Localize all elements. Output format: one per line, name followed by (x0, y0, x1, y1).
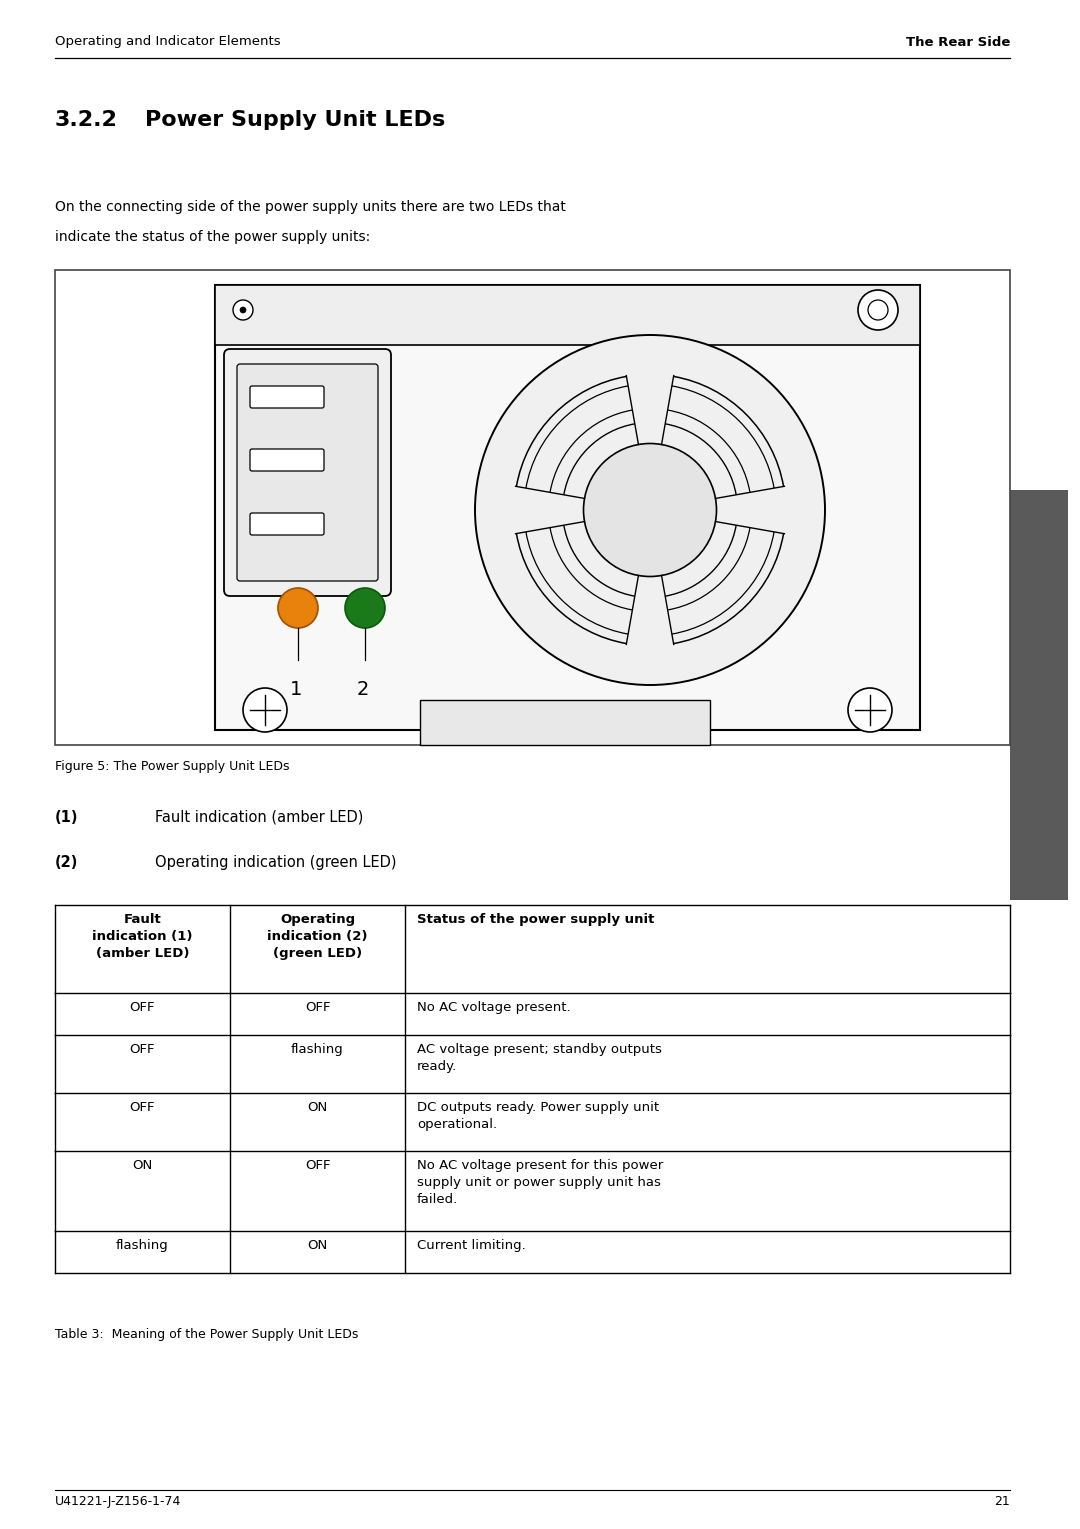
FancyBboxPatch shape (224, 349, 391, 596)
Text: 21: 21 (995, 1495, 1010, 1508)
Circle shape (278, 589, 318, 628)
Text: DC outputs ready. Power supply unit
operational.: DC outputs ready. Power supply unit oper… (417, 1101, 659, 1131)
Text: U41221-J-Z156-1-74: U41221-J-Z156-1-74 (55, 1495, 181, 1508)
Text: Fault indication (amber LED): Fault indication (amber LED) (156, 810, 363, 826)
Bar (55, 992, 1010, 1035)
Text: OFF: OFF (305, 1159, 330, 1173)
Circle shape (868, 300, 888, 320)
Text: Operating indication (green LED): Operating indication (green LED) (156, 855, 396, 870)
Text: indicate the status of the power supply units:: indicate the status of the power supply … (55, 229, 370, 245)
Circle shape (240, 307, 246, 313)
Text: Status of the power supply unit: Status of the power supply unit (417, 913, 654, 927)
Bar (55, 905, 1010, 992)
Circle shape (345, 589, 384, 628)
Text: 3.2.2: 3.2.2 (55, 110, 118, 130)
Bar (55, 1231, 1010, 1274)
Circle shape (848, 688, 892, 732)
Circle shape (475, 335, 825, 685)
Text: OFF: OFF (305, 1001, 330, 1014)
Text: (2): (2) (55, 855, 79, 870)
Text: Current limiting.: Current limiting. (417, 1238, 526, 1252)
Text: ON: ON (308, 1101, 327, 1115)
Text: ON: ON (308, 1238, 327, 1252)
Text: Operating
indication (2)
(green LED): Operating indication (2) (green LED) (267, 913, 368, 960)
Text: Power Supply Unit LEDs: Power Supply Unit LEDs (145, 110, 445, 130)
Text: On the connecting side of the power supply units there are two LEDs that: On the connecting side of the power supp… (55, 200, 566, 214)
Text: OFF: OFF (130, 1043, 156, 1057)
Text: No AC voltage present for this power
supply unit or power supply unit has
failed: No AC voltage present for this power sup… (417, 1159, 663, 1206)
Text: Figure 5: The Power Supply Unit LEDs: Figure 5: The Power Supply Unit LEDs (55, 760, 289, 774)
Circle shape (233, 300, 253, 320)
Text: Fault
indication (1)
(amber LED): Fault indication (1) (amber LED) (92, 913, 192, 960)
Bar (1010, 489, 1068, 901)
Text: Operating and Indicator Elements: Operating and Indicator Elements (55, 35, 281, 49)
Text: OFF: OFF (130, 1001, 156, 1014)
FancyBboxPatch shape (249, 514, 324, 535)
Text: (1): (1) (55, 810, 79, 826)
Bar (55, 1151, 1010, 1231)
FancyBboxPatch shape (249, 385, 324, 408)
Bar (215, 284, 920, 346)
FancyBboxPatch shape (249, 450, 324, 471)
Text: AC voltage present; standby outputs
ready.: AC voltage present; standby outputs read… (417, 1043, 662, 1073)
Text: Table 3:  Meaning of the Power Supply Unit LEDs: Table 3: Meaning of the Power Supply Uni… (55, 1329, 359, 1341)
Text: 1: 1 (291, 680, 302, 699)
Circle shape (583, 443, 716, 576)
Text: flashing: flashing (292, 1043, 343, 1057)
Bar (55, 1035, 1010, 1093)
Text: The Rear Side: The Rear Side (906, 35, 1010, 49)
Bar (55, 1093, 1010, 1151)
FancyBboxPatch shape (237, 364, 378, 581)
Text: flashing: flashing (117, 1238, 168, 1252)
Text: 2: 2 (357, 680, 369, 699)
Text: ON: ON (133, 1159, 152, 1173)
Circle shape (243, 688, 287, 732)
Bar (420, 700, 710, 745)
Text: No AC voltage present.: No AC voltage present. (417, 1001, 570, 1014)
Bar (55, 271, 1010, 745)
Circle shape (858, 291, 897, 330)
Text: OFF: OFF (130, 1101, 156, 1115)
Bar (215, 284, 920, 729)
